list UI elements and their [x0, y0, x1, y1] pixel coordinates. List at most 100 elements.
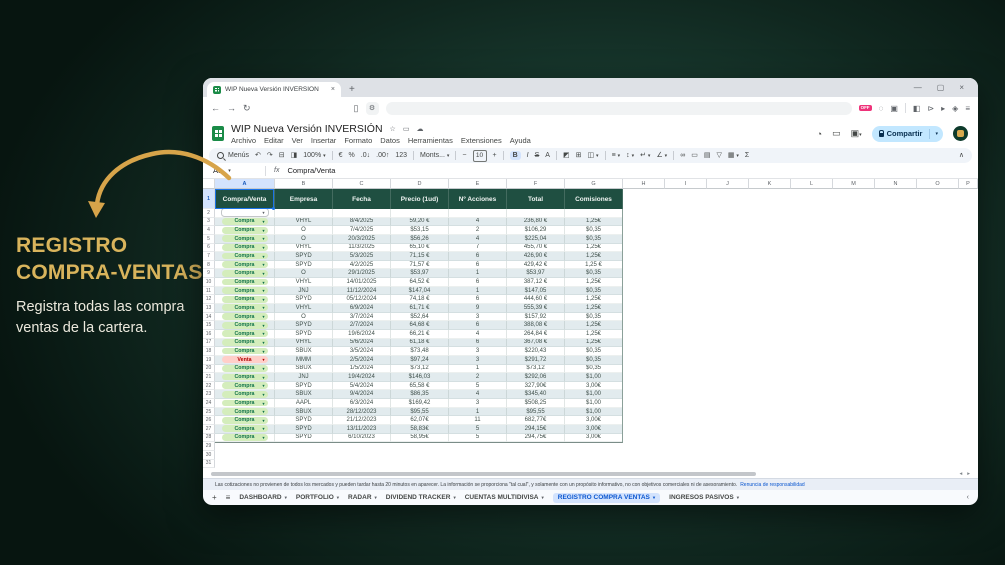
row-header-18[interactable]: 18	[203, 347, 215, 356]
cell[interactable]: 1,25€	[565, 217, 623, 227]
cell[interactable]: 64,68 €	[391, 321, 449, 330]
cell[interactable]: 5/6/2024	[333, 338, 391, 348]
site-settings-icon[interactable]: ⚙	[365, 101, 379, 115]
cell[interactable]: 2/7/2024	[333, 321, 391, 330]
cell[interactable]: 3	[449, 347, 507, 356]
cell[interactable]: 2	[449, 226, 507, 235]
cell[interactable]: 387,12 €	[507, 278, 565, 287]
row-header-8[interactable]: 8	[203, 260, 215, 270]
cell[interactable]: SBUX	[275, 364, 333, 374]
cell[interactable]: $220,43	[507, 347, 565, 356]
compra-chip[interactable]: Compra ▾	[221, 295, 268, 303]
cell[interactable]: JNJ	[275, 373, 333, 382]
cell[interactable]: Compra ▾	[215, 433, 275, 443]
scroll-right-icon[interactable]: ▸	[967, 471, 970, 477]
table-views-icon[interactable]: ▦ ▾	[727, 152, 739, 159]
cell[interactable]: 3,00€	[565, 416, 623, 426]
scrollbar-thumb[interactable]	[211, 472, 756, 476]
cell[interactable]: 1,25€	[565, 304, 623, 313]
cell[interactable]: MMM	[275, 355, 333, 365]
cell[interactable]: 64,52 €	[391, 278, 449, 287]
cell[interactable]: 5	[449, 425, 507, 434]
cell[interactable]: 8/4/2025	[333, 217, 391, 227]
compra-chip[interactable]: Compra ▾	[221, 373, 268, 381]
cell[interactable]: $0,35	[565, 355, 623, 365]
compra-chip[interactable]: Compra ▾	[221, 243, 268, 251]
column-header-B[interactable]: B	[275, 179, 333, 189]
cell[interactable]: $95,55	[507, 407, 565, 417]
cell[interactable]: $56,26	[391, 234, 449, 244]
menu-datos[interactable]: Datos	[380, 135, 400, 145]
compra-chip[interactable]: Compra ▾	[221, 226, 268, 234]
cell[interactable]: VHYL	[275, 338, 333, 348]
sheet-tab-caret-icon[interactable]: ▾	[541, 494, 544, 500]
compra-chip[interactable]: Compra ▾	[221, 390, 268, 398]
menu-ver[interactable]: Ver	[291, 135, 303, 145]
shield-icon[interactable]: ◈	[952, 103, 959, 113]
all-sheets-icon[interactable]: ≡	[225, 493, 231, 502]
insert-link-icon[interactable]: ∞	[680, 152, 686, 159]
cell[interactable]: Compra ▾	[215, 286, 275, 296]
percent-format-icon[interactable]: %	[348, 152, 355, 159]
cell[interactable]: 1,25€	[565, 321, 623, 330]
url-input[interactable]	[385, 101, 852, 115]
cell[interactable]: 5/4/2024	[333, 381, 391, 391]
cell[interactable]: 66,21 €	[391, 329, 449, 339]
cell[interactable]: 3/5/2024	[333, 347, 391, 356]
cell[interactable]: Compra ▾	[215, 304, 275, 313]
cell[interactable]: 555,39 €	[507, 304, 565, 313]
italic-icon[interactable]: I	[526, 152, 529, 159]
horizontal-align-icon[interactable]: ≡ ▾	[611, 152, 621, 159]
cell[interactable]: Compra ▾	[215, 399, 275, 408]
compra-chip[interactable]: Compra ▾	[221, 416, 268, 424]
compra-chip[interactable]: Compra ▾	[221, 399, 268, 407]
cell[interactable]: 71,15 €	[391, 252, 449, 261]
cell[interactable]: 6	[449, 260, 507, 270]
column-header-D[interactable]: D	[391, 179, 449, 189]
cell[interactable]: $157,92	[507, 312, 565, 322]
compra-chip[interactable]: Compra ▾	[221, 304, 268, 312]
cell[interactable]: 2	[449, 373, 507, 382]
row-header-12[interactable]: 12	[203, 295, 215, 305]
cell[interactable]: 1,25€	[565, 338, 623, 348]
cell[interactable]	[507, 209, 565, 218]
cell[interactable]: $0,35	[565, 312, 623, 322]
cell[interactable]: 236,80 €	[507, 217, 565, 227]
sheet-tab-cuentas-multidivisa[interactable]: CUENTAS MULTIDIVISA ▾	[465, 494, 544, 501]
row-header-16[interactable]: 16	[203, 329, 215, 339]
cell[interactable]	[449, 209, 507, 218]
cell[interactable]: O	[275, 269, 333, 279]
insert-comment-icon[interactable]: ▭	[691, 152, 698, 159]
cell[interactable]: SBUX	[275, 407, 333, 417]
column-header-I[interactable]: I	[665, 179, 707, 189]
row-header-9[interactable]: 9	[203, 269, 215, 279]
compra-chip[interactable]: Compra ▾	[221, 425, 268, 433]
cell[interactable]: 28/12/2023	[333, 407, 391, 417]
cell[interactable]: O	[275, 312, 333, 322]
table-header-cell[interactable]: Comisiones	[565, 189, 623, 209]
venta-chip[interactable]: Venta ▾	[221, 356, 268, 364]
font-size-input[interactable]: 10	[472, 149, 487, 162]
cell[interactable]: $1,00	[565, 373, 623, 382]
cell[interactable]: VHYL	[275, 243, 333, 253]
cell[interactable]: Compra ▾	[215, 373, 275, 382]
cell[interactable]: 6	[449, 252, 507, 261]
name-box-caret-icon[interactable]: ▾	[228, 167, 231, 174]
cell[interactable]: SBUX	[275, 347, 333, 356]
cell[interactable]: $97,24	[391, 355, 449, 365]
cell[interactable]: $1,00	[565, 399, 623, 408]
menu-editar[interactable]: Editar	[264, 135, 284, 145]
row-header-22[interactable]: 22	[203, 381, 215, 391]
browser-menu-icon[interactable]: ≡	[965, 103, 970, 113]
cell[interactable]: VHYL	[275, 304, 333, 313]
cell[interactable]: 444,60 €	[507, 295, 565, 305]
browser-tab[interactable]: WIP Nueva Versión INVERSIÓN ×	[207, 82, 341, 97]
cell[interactable]: 13/11/2023	[333, 425, 391, 434]
text-color-icon[interactable]: A	[545, 152, 550, 159]
cell[interactable]: $73,12	[391, 364, 449, 374]
cell[interactable]: 20/3/2025	[333, 234, 391, 244]
sheet-tab-caret-icon[interactable]: ▾	[736, 494, 739, 500]
cell[interactable]: 1,25€	[565, 252, 623, 261]
sheet-tab-registro-compra-ventas[interactable]: REGISTRO COMPRA VENTAS ▾	[552, 492, 661, 503]
empty-dropdown-chip[interactable]: ▾	[220, 209, 269, 217]
